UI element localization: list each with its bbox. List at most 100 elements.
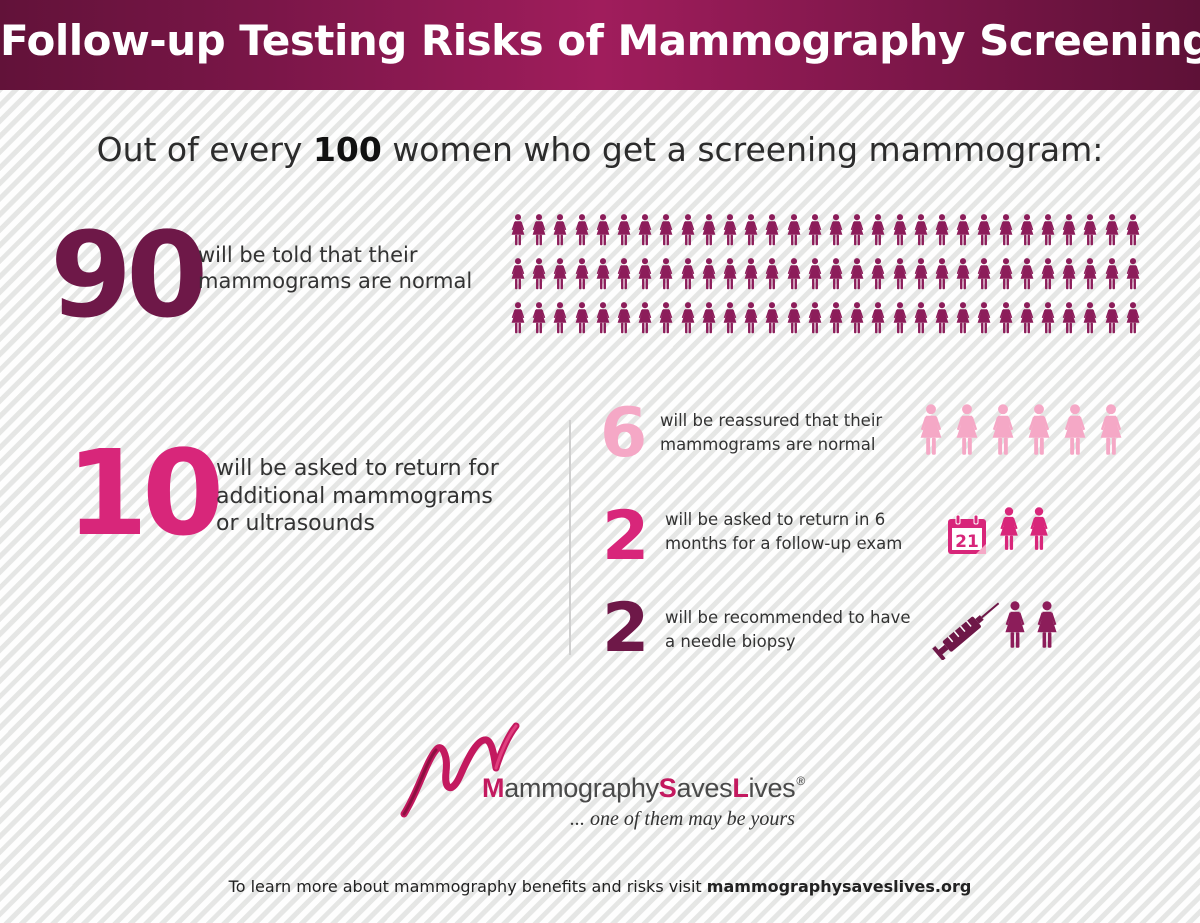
woman-icon bbox=[1062, 302, 1076, 334]
stat-recalled-description: will be asked to return for additional m… bbox=[216, 455, 499, 538]
footer-text: To learn more about mammography benefits… bbox=[228, 877, 707, 896]
woman-icon bbox=[532, 302, 546, 334]
woman-icon bbox=[1005, 601, 1025, 648]
woman-icon bbox=[702, 258, 716, 290]
woman-icon bbox=[765, 302, 779, 334]
woman-icon bbox=[659, 258, 673, 290]
woman-icon bbox=[808, 302, 822, 334]
woman-icon bbox=[553, 302, 567, 334]
woman-icon bbox=[829, 302, 843, 334]
woman-icon bbox=[638, 302, 652, 334]
syringe-icon bbox=[932, 602, 1000, 660]
intro-number: 100 bbox=[312, 130, 382, 169]
woman-icon bbox=[723, 258, 737, 290]
intro-heading: Out of every 100 women who get a screeni… bbox=[0, 130, 1200, 169]
woman-icon bbox=[1041, 214, 1055, 246]
woman-icon bbox=[553, 258, 567, 290]
woman-icon bbox=[1037, 601, 1057, 648]
brand-name: MammographySavesLives® bbox=[482, 773, 805, 803]
woman-icon bbox=[1083, 302, 1097, 334]
woman-icon bbox=[914, 258, 928, 290]
woman-icon bbox=[638, 258, 652, 290]
woman-icon bbox=[935, 214, 949, 246]
woman-icon bbox=[1041, 258, 1055, 290]
stat-recalled-number: 10 bbox=[66, 424, 224, 562]
woman-icon bbox=[977, 302, 991, 334]
breakdown-biopsy-number: 2 bbox=[602, 589, 650, 668]
woman-icon bbox=[638, 214, 652, 246]
breakdown-reassured-line1: will be reassured that their bbox=[660, 411, 883, 430]
woman-icon bbox=[1105, 258, 1118, 290]
woman-icon bbox=[723, 302, 737, 334]
woman-icon bbox=[511, 302, 525, 334]
woman-icon bbox=[702, 302, 716, 334]
woman-icon bbox=[1105, 302, 1118, 334]
stat-normal-line2: mammograms are normal bbox=[198, 269, 473, 294]
woman-icon bbox=[575, 214, 588, 246]
breakdown-followup-line1: will be asked to return in 6 bbox=[665, 510, 886, 529]
woman-icon bbox=[765, 258, 779, 290]
woman-icon bbox=[511, 214, 525, 246]
woman-icon bbox=[999, 302, 1012, 334]
woman-icon bbox=[681, 214, 694, 246]
woman-icon bbox=[1000, 507, 1018, 550]
intro-prefix: Out of every bbox=[96, 130, 313, 169]
stat-recalled-line3: or ultrasounds bbox=[216, 511, 375, 536]
woman-icon bbox=[575, 258, 588, 290]
woman-icon bbox=[1020, 302, 1034, 334]
woman-icon bbox=[1126, 302, 1140, 334]
woman-icon bbox=[850, 214, 864, 246]
woman-icon bbox=[977, 214, 991, 246]
woman-icon bbox=[850, 258, 864, 290]
woman-icon bbox=[956, 258, 970, 290]
woman-icon bbox=[1020, 258, 1034, 290]
woman-icon bbox=[744, 258, 758, 290]
woman-icon bbox=[829, 214, 843, 246]
woman-icon bbox=[787, 258, 800, 290]
divider bbox=[569, 420, 571, 655]
woman-icon bbox=[1126, 258, 1140, 290]
woman-icon bbox=[999, 258, 1012, 290]
woman-icon bbox=[575, 302, 588, 334]
page-title: Follow-up Testing Risks of Mammography S… bbox=[0, 16, 1200, 65]
woman-icon bbox=[1041, 302, 1055, 334]
woman-icon bbox=[914, 302, 928, 334]
woman-icon bbox=[1083, 214, 1097, 246]
woman-icon bbox=[871, 302, 885, 334]
breakdown-biopsy-line2: a needle biopsy bbox=[665, 631, 796, 651]
woman-icon bbox=[935, 258, 949, 290]
woman-icon bbox=[723, 214, 737, 246]
brand-tagline: ... one of them may be yours bbox=[570, 808, 795, 830]
woman-icon bbox=[1020, 214, 1034, 246]
woman-icon bbox=[893, 258, 906, 290]
woman-icon bbox=[596, 302, 610, 334]
breakdown-biopsy-description: will be recommended to have a needle bio… bbox=[665, 606, 911, 654]
woman-icon bbox=[617, 258, 631, 290]
woman-icon bbox=[702, 214, 716, 246]
woman-icon bbox=[596, 214, 610, 246]
woman-icon bbox=[553, 214, 567, 246]
footer-link[interactable]: mammographysaveslives.org bbox=[706, 877, 972, 896]
woman-icon bbox=[977, 258, 991, 290]
woman-icon bbox=[920, 404, 942, 455]
woman-icon bbox=[532, 214, 546, 246]
woman-icon bbox=[787, 214, 800, 246]
woman-icon bbox=[871, 258, 885, 290]
woman-icon bbox=[744, 302, 758, 334]
woman-icon bbox=[1028, 404, 1050, 455]
woman-icon bbox=[1105, 214, 1118, 246]
breakdown-reassured-line2: mammograms are normal bbox=[660, 434, 876, 454]
woman-icon bbox=[871, 214, 885, 246]
stat-recalled-line1: will be asked to return for bbox=[216, 456, 499, 481]
breakdown-followup-description: will be asked to return in 6 months for … bbox=[665, 508, 902, 556]
woman-icon bbox=[765, 214, 779, 246]
woman-icon bbox=[1062, 214, 1076, 246]
stat-normal-description: will be told that their mammograms are n… bbox=[198, 242, 472, 295]
woman-icon bbox=[659, 302, 673, 334]
woman-icon bbox=[511, 258, 525, 290]
woman-icon bbox=[1126, 214, 1140, 246]
woman-icon bbox=[893, 302, 906, 334]
woman-icon bbox=[787, 302, 800, 334]
breakdown-followup-number: 2 bbox=[602, 497, 650, 576]
woman-icon bbox=[596, 258, 610, 290]
